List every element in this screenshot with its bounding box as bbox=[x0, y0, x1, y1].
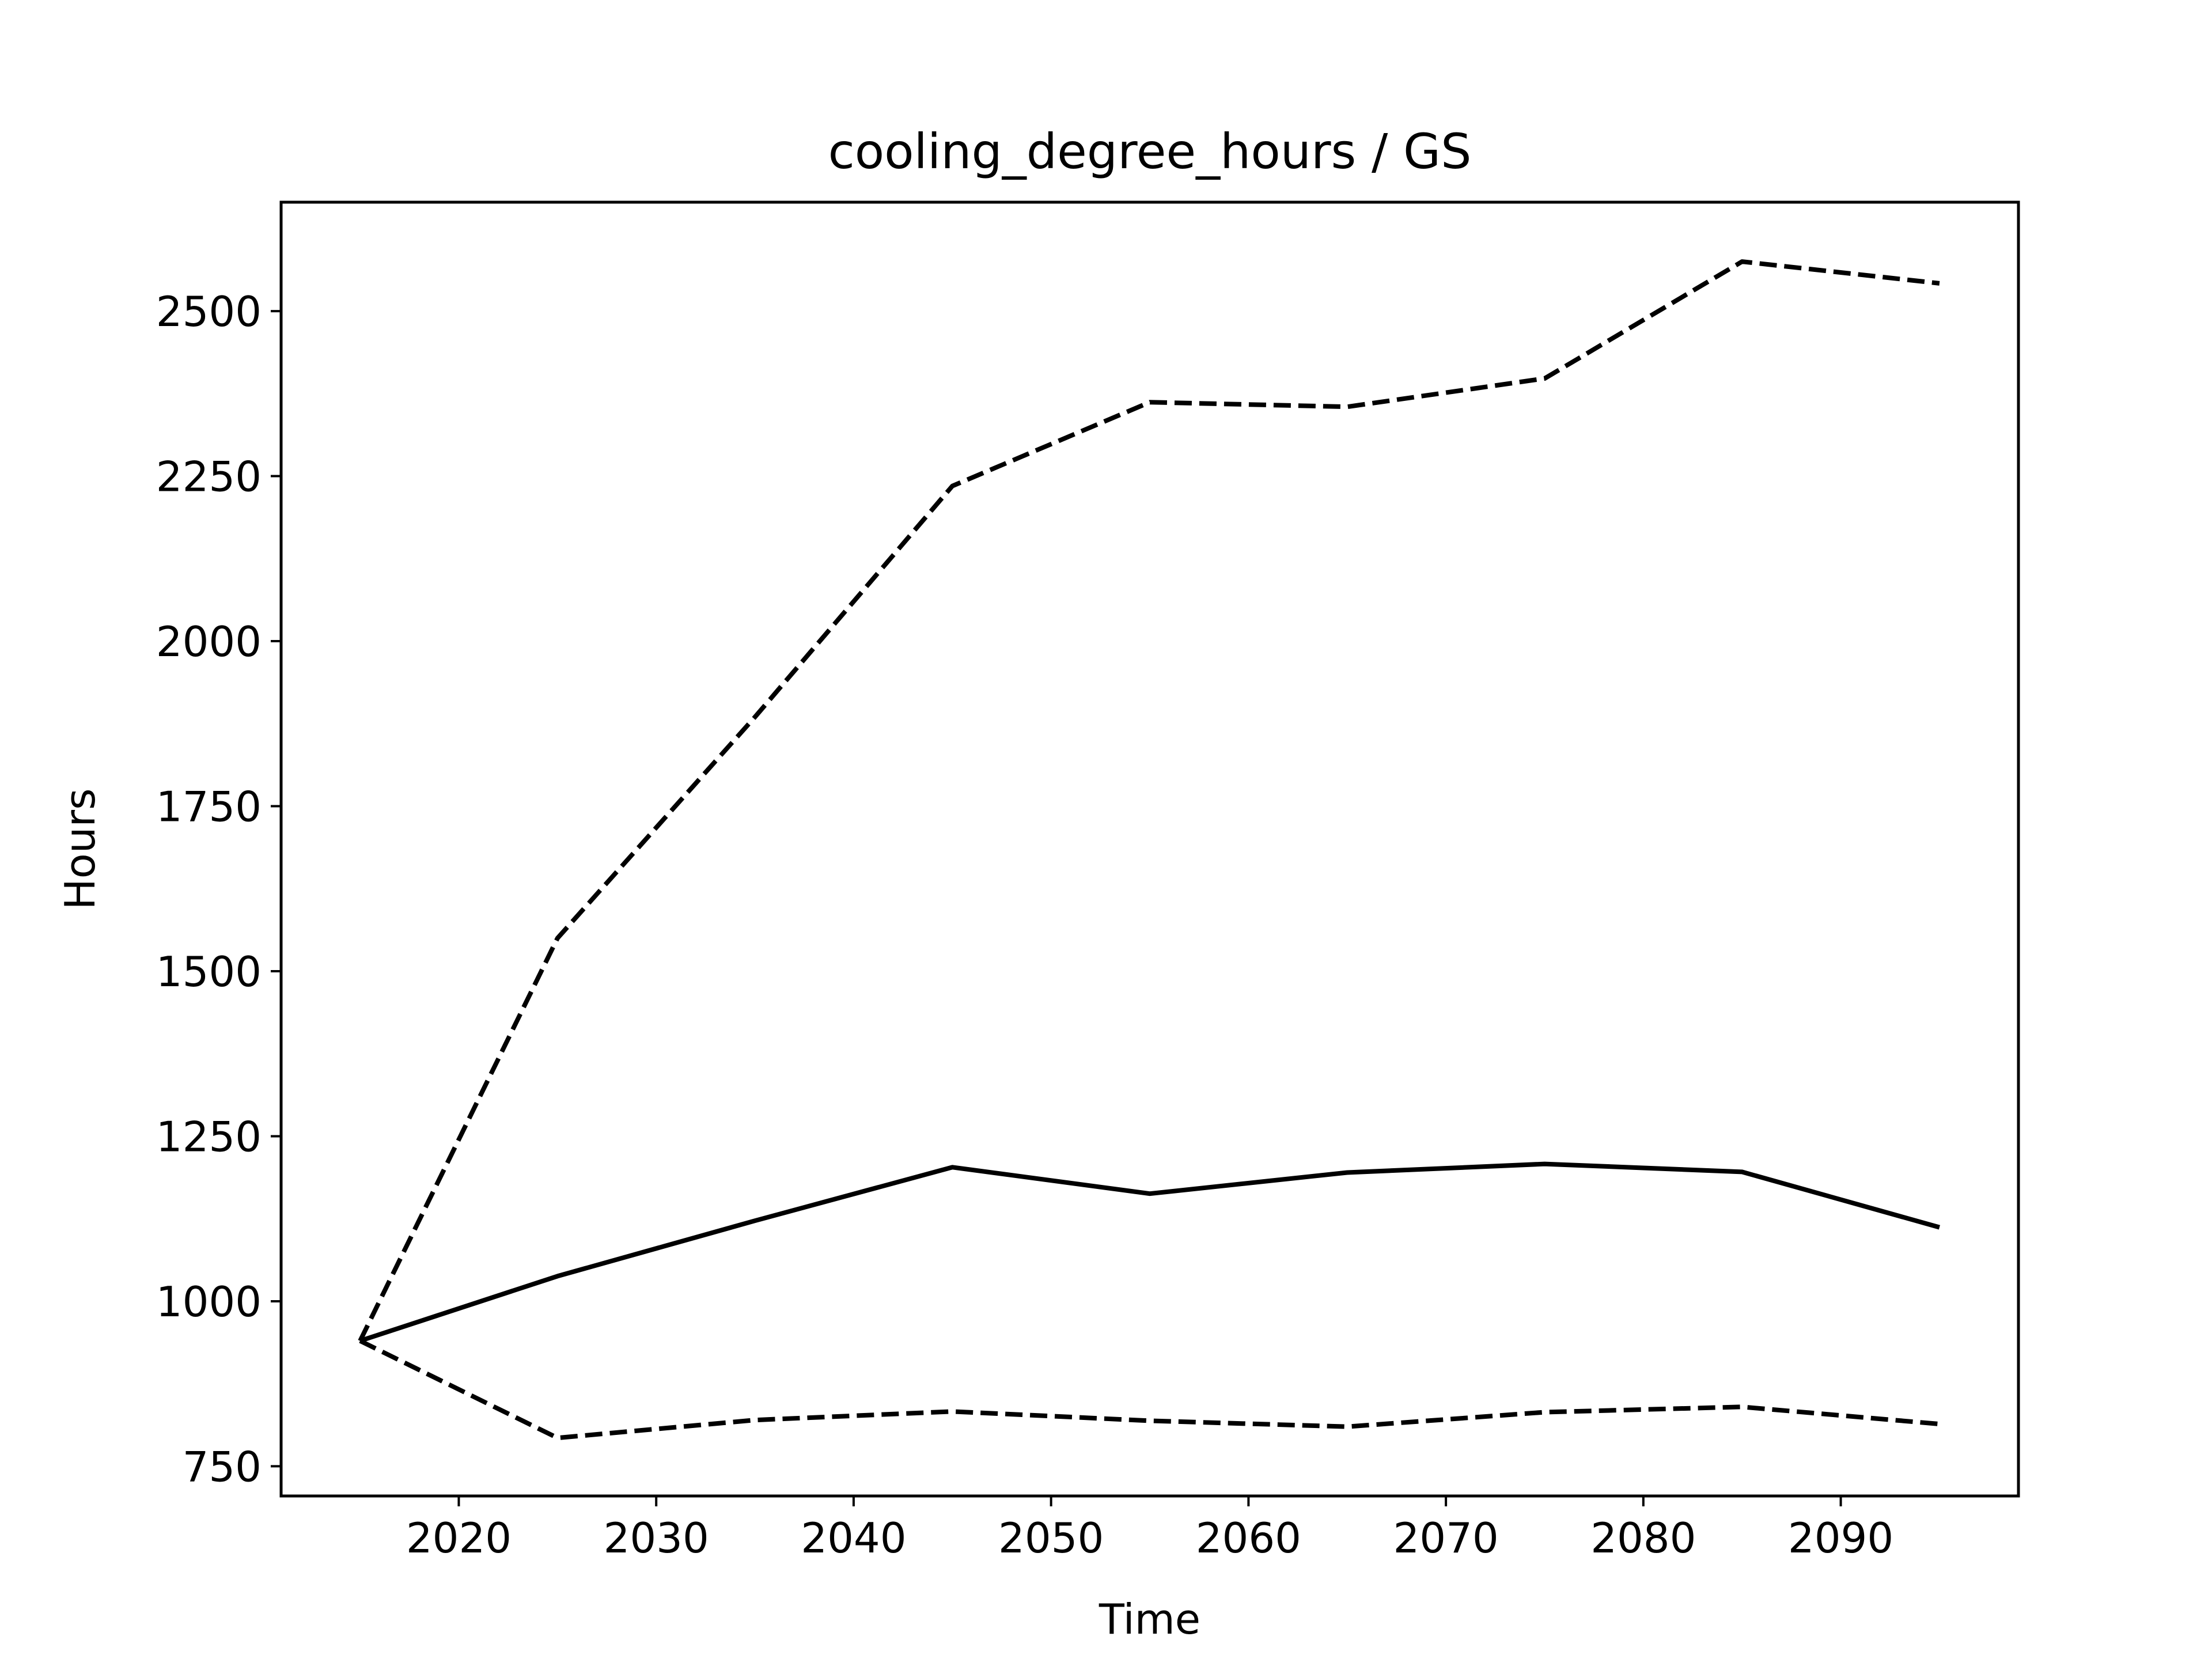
plot-frame bbox=[279, 200, 2020, 1498]
x-tick-label: 2040 bbox=[801, 1514, 906, 1562]
chart-title: cooling_degree_hours / GS bbox=[828, 123, 1472, 180]
series-line-3 bbox=[359, 1339, 1940, 1441]
x-tick-label: 2090 bbox=[1788, 1514, 1893, 1562]
y-tick-label: 1250 bbox=[156, 1112, 262, 1161]
x-axis-ticks: 2020 2030 2040 2050 2060 2070 2080 2090 bbox=[406, 1496, 1893, 1562]
x-tick-label: 2020 bbox=[406, 1514, 512, 1562]
x-axis-label: Time bbox=[1099, 1595, 1200, 1643]
y-tick-label: 1750 bbox=[156, 783, 262, 831]
y-axis-label: Hours bbox=[56, 789, 104, 910]
y-axis-ticks: 750 1000 1250 1500 1750 2000 2250 2500 bbox=[156, 287, 281, 1491]
y-tick-label: 1000 bbox=[156, 1278, 262, 1326]
x-tick-label: 2080 bbox=[1590, 1514, 1696, 1562]
x-tick-label: 2050 bbox=[998, 1514, 1104, 1562]
series-layer bbox=[358, 259, 1940, 1441]
y-tick-label: 2000 bbox=[156, 618, 262, 666]
series-line-2 bbox=[359, 1161, 1940, 1343]
y-tick-label: 2250 bbox=[156, 453, 262, 501]
x-tick-label: 2060 bbox=[1196, 1514, 1301, 1562]
y-tick-label: 1500 bbox=[156, 948, 262, 996]
y-tick-label: 2500 bbox=[156, 287, 262, 336]
x-tick-label: 2030 bbox=[604, 1514, 709, 1562]
series-line-1 bbox=[358, 259, 1940, 1342]
x-tick-label: 2070 bbox=[1393, 1514, 1498, 1562]
y-tick-label: 750 bbox=[183, 1442, 262, 1491]
